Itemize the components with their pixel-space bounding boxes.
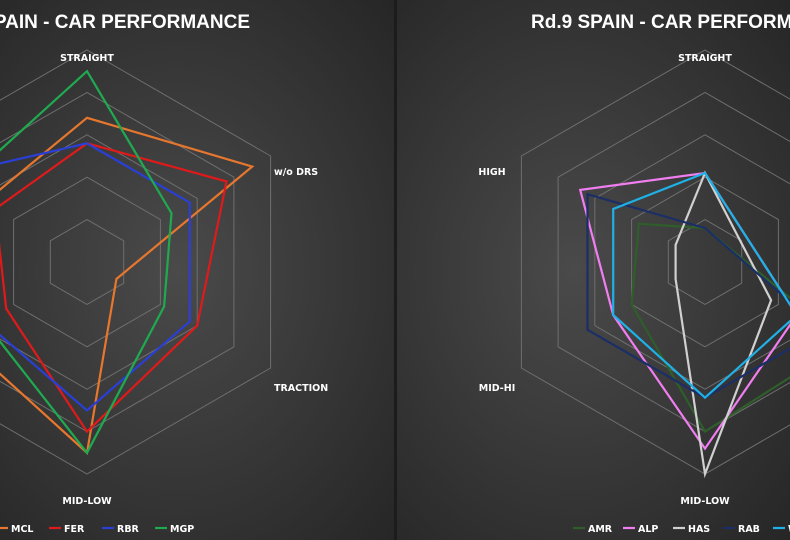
data-point-alp (579, 189, 582, 191)
data-point-alp (704, 447, 706, 450)
legend-label-fer: FER (64, 524, 85, 535)
data-point-has (704, 473, 706, 475)
data-point-has (674, 244, 677, 246)
axis-label: STRAIGHT (678, 53, 732, 64)
data-point-mgp (86, 451, 88, 454)
data-point-wil (612, 208, 615, 210)
data-point-rbr (188, 201, 191, 204)
data-point-mcl (86, 116, 88, 119)
data-point-rab (586, 193, 589, 196)
legend-label-alp: ALP (638, 524, 658, 535)
data-point-wil (612, 314, 615, 316)
grid-ring-1 (667, 219, 743, 305)
data-point-amr (630, 303, 633, 306)
data-point-has (770, 299, 772, 302)
series-line-wil (612, 171, 790, 400)
axis-label: HIGH (478, 167, 505, 178)
series-line-mcl (0, 116, 255, 455)
axis-label: STRAIGHT (60, 53, 114, 64)
axis-label: MID-HI (479, 383, 515, 394)
data-point-has (674, 278, 677, 280)
legend-label-rbr: RBR (117, 524, 140, 535)
data-point-rbr (86, 142, 88, 145)
legend-label-rab: RAB (738, 524, 760, 535)
data-point-mgp (86, 70, 88, 73)
axis-label: TRACTION (274, 383, 328, 394)
grid-ring-3 (0, 134, 198, 390)
data-point-mgp (163, 305, 166, 308)
grid-ring-2 (13, 176, 161, 348)
data-point-mgp (170, 212, 173, 215)
series-line-rab (586, 192, 790, 399)
data-point-amr (638, 222, 640, 225)
panel-divider (394, 0, 397, 540)
data-point-rab (704, 227, 706, 230)
legend-label-wil: WIL (788, 524, 790, 535)
series-line-amr (630, 222, 790, 434)
series-line-mgp (0, 69, 173, 455)
grid-ring-4 (0, 91, 235, 433)
left-radar-panel: Rd.9 SPAIN - CAR PERFORMANCE STRAIGHT w/o … (0, 0, 394, 540)
legend-label-mcl: MCL (11, 524, 33, 535)
data-point-fer (225, 180, 228, 183)
series-line-rbr (0, 142, 191, 412)
data-point-rbr (86, 409, 88, 412)
data-point-rbr (188, 320, 191, 323)
grid-ring-5 (0, 49, 272, 475)
data-point-wil (704, 172, 706, 174)
right-radar-panel: Rd.9 SPAIN - CAR PERFORMANCE STRAIGHT HIGH… (397, 0, 790, 540)
data-point-fer (5, 307, 8, 310)
chart-title: Rd.9 SPAIN - CAR PERFORMANCE (531, 12, 790, 33)
data-point-fer (196, 324, 199, 327)
legend-label-has: HAS (688, 524, 710, 535)
data-point-fer (86, 430, 88, 433)
data-point-amr (704, 430, 706, 433)
grid-ring-2 (631, 176, 779, 348)
data-point-rab (586, 328, 589, 331)
grid-ring-1 (49, 219, 125, 305)
axis-label: MID-LOW (62, 496, 112, 507)
data-point-mcl (115, 278, 118, 280)
data-point-mcl (251, 165, 254, 168)
right-radar-chart: Rd.9 SPAIN - CAR PERFORMANCE STRAIGHT HIGH… (478, 12, 790, 535)
grid-ring-3 (594, 134, 790, 390)
axis-label: MID-LOW (680, 496, 730, 507)
series-line-alp (578, 171, 790, 451)
grid-ring-5 (520, 49, 790, 475)
chart-title: Rd.9 SPAIN - CAR PERFORMANCE (0, 12, 250, 33)
data-point-wil (704, 396, 706, 399)
axis-label: w/o DRS (274, 167, 318, 178)
left-radar-chart: Rd.9 SPAIN - CAR PERFORMANCE STRAIGHT w/o … (0, 12, 328, 535)
series-line-has (674, 170, 773, 479)
legend-label-mgp: MGP (170, 524, 194, 535)
legend-label-amr: AMR (588, 524, 613, 535)
